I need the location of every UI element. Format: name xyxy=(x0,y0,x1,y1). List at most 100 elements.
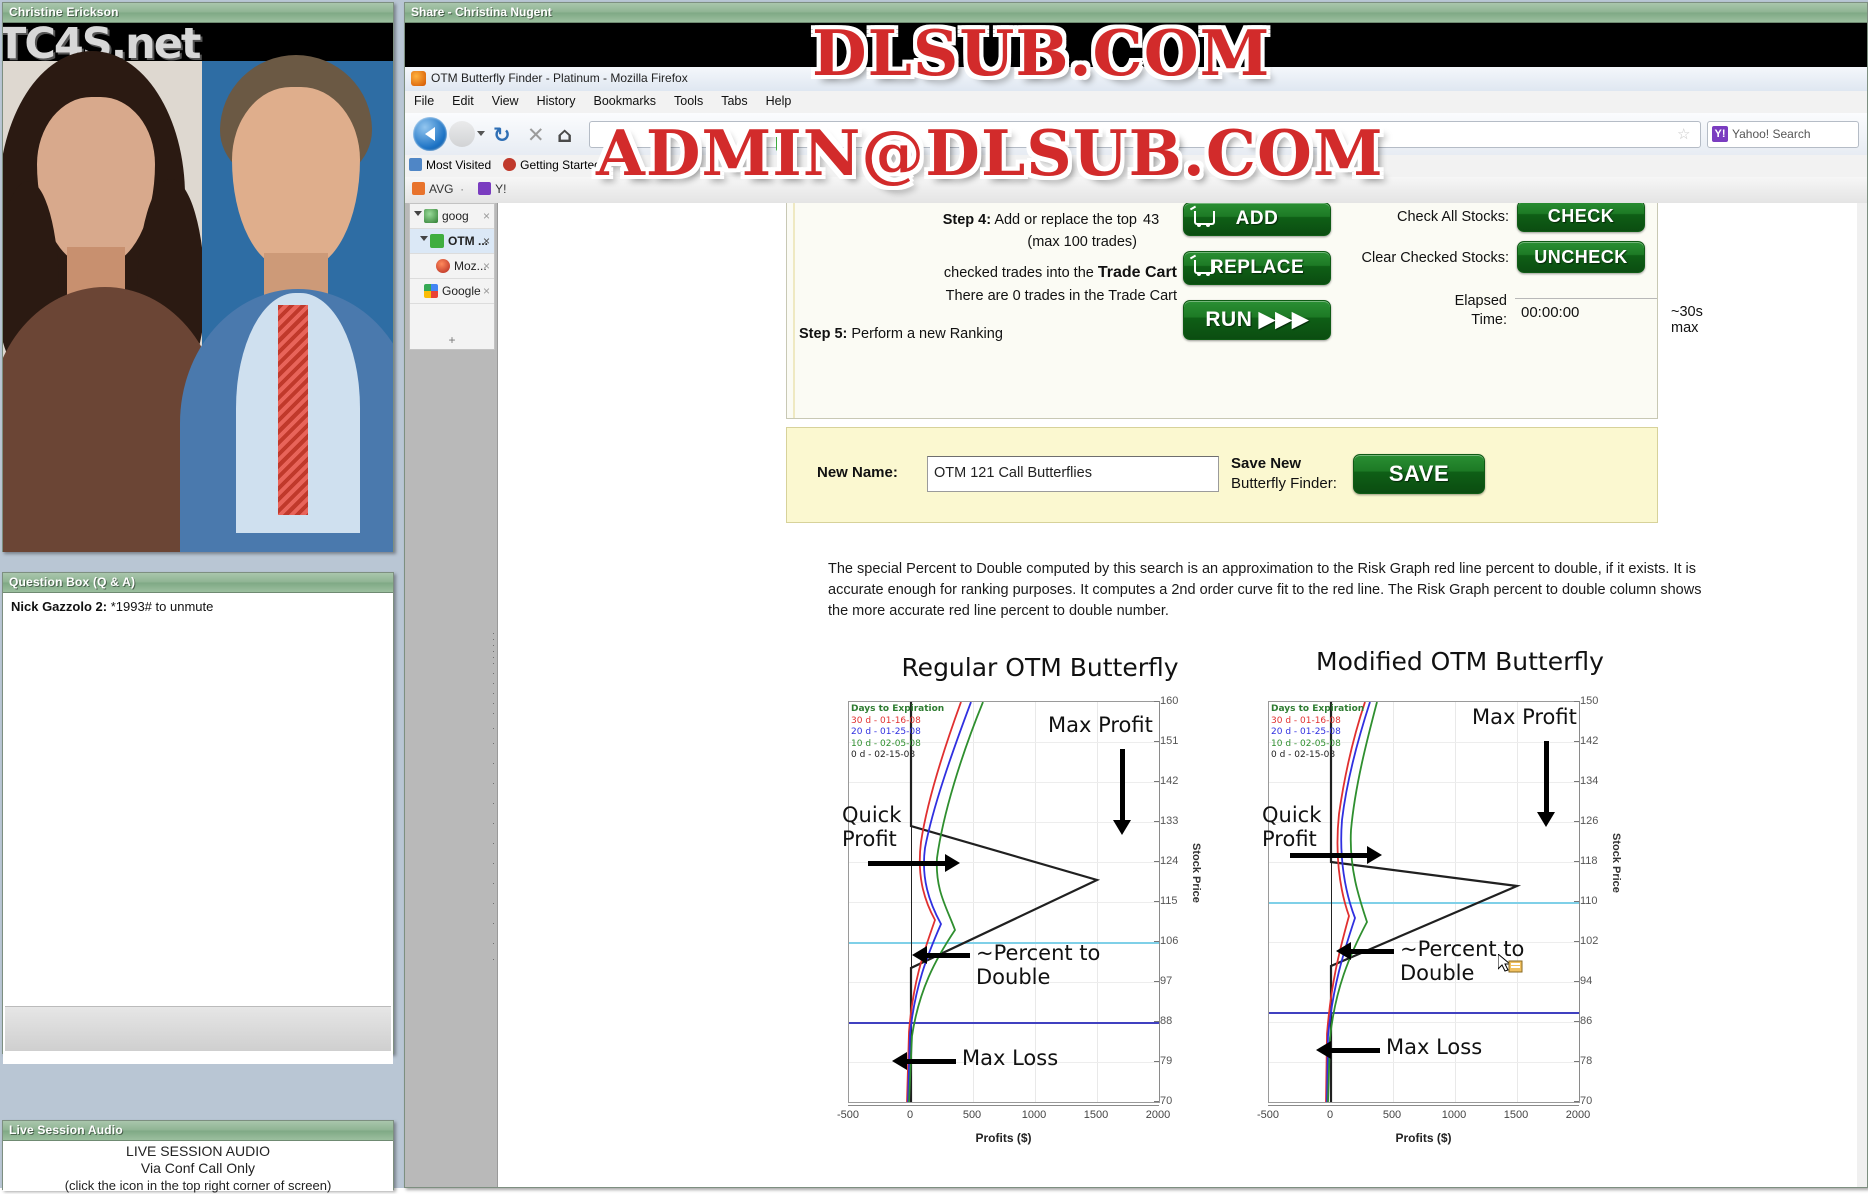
sidebar-tab-goog[interactable]: goog × xyxy=(410,204,494,229)
sidebar-tab-moz[interactable]: Moz... × xyxy=(410,254,494,279)
uncheck-button[interactable]: UNCHECK xyxy=(1517,241,1645,273)
stop-icon[interactable]: ✕ xyxy=(527,123,545,147)
step5-line: Step 5: Perform a new Ranking xyxy=(799,326,1003,342)
save-label-line1: Save New xyxy=(1231,455,1302,472)
bookmark-getting-started[interactable]: Getting Started xyxy=(499,155,609,175)
menu-view[interactable]: View xyxy=(491,94,519,108)
mozilla-favicon xyxy=(436,259,450,273)
xtick: 1000 xyxy=(1021,1109,1047,1121)
check-button[interactable]: CHECK xyxy=(1517,203,1645,232)
page-favicon: F xyxy=(776,134,793,151)
reload-icon[interactable]: ↻ xyxy=(493,123,511,147)
replace-button[interactable]: REPLACE xyxy=(1183,251,1331,285)
question-box-body[interactable]: Nick Gazzolo 2: *1993# to unmute xyxy=(3,593,393,1064)
forward-icon[interactable] xyxy=(449,121,475,147)
search-input[interactable]: Yahoo! Search xyxy=(1732,127,1811,141)
audio-line-3: (click the icon in the top right corner … xyxy=(64,1178,332,1193)
percent-to-double-explanation: The special Percent to Double computed b… xyxy=(828,561,1702,619)
bookmark-label: Most Visited xyxy=(426,158,492,172)
run-button[interactable]: RUN ▶▶▶ xyxy=(1183,300,1331,340)
tab-close-icon[interactable]: × xyxy=(482,234,490,248)
legend-entry-10d: 10 d - 02-05-08 xyxy=(1271,738,1341,749)
address-bar[interactable]: F xyxy=(589,121,1701,151)
chart-y-label: Stock Price xyxy=(1190,843,1202,903)
chart-x-label: Profits ($) xyxy=(975,1131,1032,1145)
annotation-max-loss: Max Loss xyxy=(1386,1035,1483,1059)
tab-list: goog × OTM ... × Moz... × Google xyxy=(409,203,495,335)
tab-close-icon[interactable]: × xyxy=(482,259,490,273)
chart-title: Modified OTM Butterfly xyxy=(1316,647,1604,676)
cart-icon xyxy=(1194,211,1215,227)
tab-close-icon[interactable]: × xyxy=(482,284,490,298)
search-box[interactable]: Y! Yahoo! Search xyxy=(1707,121,1859,148)
sidebar-splitter[interactable] xyxy=(491,633,496,963)
arrow-max-loss xyxy=(892,1052,956,1070)
home-icon[interactable]: ⌂ xyxy=(557,123,573,147)
ytick: 126 xyxy=(1573,815,1599,827)
chart-plot-area: Days to Expiration 30 d - 01-16-08 20 d … xyxy=(848,701,1160,1103)
twisty-icon[interactable] xyxy=(414,211,422,216)
chart-legend: Days to Expiration 30 d - 01-16-08 20 d … xyxy=(1271,704,1364,762)
elapsed-time-label: Elapsed Time: xyxy=(1454,293,1507,328)
arrow-quick-profit xyxy=(868,854,960,872)
firefox-menubar[interactable]: File Edit View History Bookmarks Tools T… xyxy=(405,91,1867,114)
xtick: 1000 xyxy=(1441,1109,1467,1121)
legend-entry-0d: 0 d - 02-15-08 xyxy=(851,750,916,760)
arrow-max-profit xyxy=(1113,749,1131,835)
menu-help[interactable]: Help xyxy=(765,94,792,108)
page-content: Step 4: Add or replace the top 43 (max 1… xyxy=(498,203,1867,1187)
save-label-line2: Butterfly Finder: xyxy=(1231,475,1337,492)
trade-cart-label: Trade Cart xyxy=(1097,264,1177,281)
yahoo-toolbar-item[interactable]: Y! xyxy=(471,177,513,201)
menu-file[interactable]: File xyxy=(414,94,435,108)
xtick: 0 xyxy=(906,1109,914,1121)
most-visited-icon xyxy=(409,158,422,171)
step5-text: Perform a new Ranking xyxy=(851,326,1003,342)
tab-sidebar: goog × OTM ... × Moz... × Google xyxy=(405,203,498,1187)
new-name-value: OTM 121 Call Butterflies xyxy=(934,465,1092,481)
new-tab-button[interactable]: + xyxy=(409,333,495,350)
avg-toolbar-item[interactable]: AVG · xyxy=(405,177,471,201)
legend-entry-30d: 30 d - 01-16-08 xyxy=(1271,715,1341,726)
bookmark-most-visited[interactable]: Most Visited xyxy=(405,155,499,175)
step4-sub: (max 100 trades) xyxy=(1027,234,1137,250)
mouse-cursor xyxy=(1498,954,1523,973)
check-all-stocks-label: Check All Stocks: xyxy=(1396,209,1509,225)
legend-entry-10d: 10 d - 02-05-08 xyxy=(851,738,921,749)
ytick: 106 xyxy=(1153,935,1179,947)
menu-tabs[interactable]: Tabs xyxy=(721,94,748,108)
save-button[interactable]: SAVE xyxy=(1353,454,1485,494)
sidebar-tab-otm[interactable]: OTM ... × xyxy=(410,229,494,254)
chart-series-svg xyxy=(1325,702,1522,1102)
content-scrollbar[interactable] xyxy=(1857,203,1867,1187)
goog-favicon xyxy=(424,209,438,223)
audio-line-2: Via Conf Call Only xyxy=(140,1160,256,1176)
back-icon[interactable] xyxy=(413,117,447,151)
menu-tools[interactable]: Tools xyxy=(674,94,704,108)
menu-bookmarks[interactable]: Bookmarks xyxy=(593,94,657,108)
question-input-area[interactable] xyxy=(5,1006,391,1051)
run-button-label: RUN ▶▶▶ xyxy=(1205,308,1309,331)
step4-line1: Step 4: Add or replace the top xyxy=(827,212,1137,228)
search-engine-icon[interactable]: Y! xyxy=(1712,126,1728,142)
tab-close-icon[interactable]: × xyxy=(482,209,490,223)
menu-edit[interactable]: Edit xyxy=(452,94,474,108)
bookmark-star-icon[interactable]: ☆ xyxy=(1677,126,1691,143)
ytick: 70 xyxy=(1153,1095,1173,1107)
share-window-title: Share - Christina Nugent xyxy=(405,3,1867,23)
new-name-input[interactable]: OTM 121 Call Butterflies xyxy=(927,456,1219,492)
legend-title: Days to Expiration xyxy=(1271,704,1365,714)
ytick: 142 xyxy=(1573,735,1599,747)
chart-y-label: Stock Price xyxy=(1610,833,1622,893)
chart-modified-otm-butterfly: Modified OTM Butterfly xyxy=(1250,647,1670,1173)
video-panel-title: Christine Erickson xyxy=(3,3,393,23)
xtick: 1500 xyxy=(1503,1109,1529,1121)
sidebar-tab-google[interactable]: Google × xyxy=(410,279,494,304)
trade-cart-count: There are 0 trades in the Trade Cart xyxy=(945,288,1177,304)
ytick: 70 xyxy=(1573,1095,1593,1107)
chevron-down-icon[interactable] xyxy=(477,131,485,136)
add-button[interactable]: ADD xyxy=(1183,203,1331,236)
video-feed[interactable]: TC4S.net xyxy=(3,23,393,552)
twisty-icon[interactable] xyxy=(420,236,428,241)
menu-history[interactable]: History xyxy=(536,94,576,108)
